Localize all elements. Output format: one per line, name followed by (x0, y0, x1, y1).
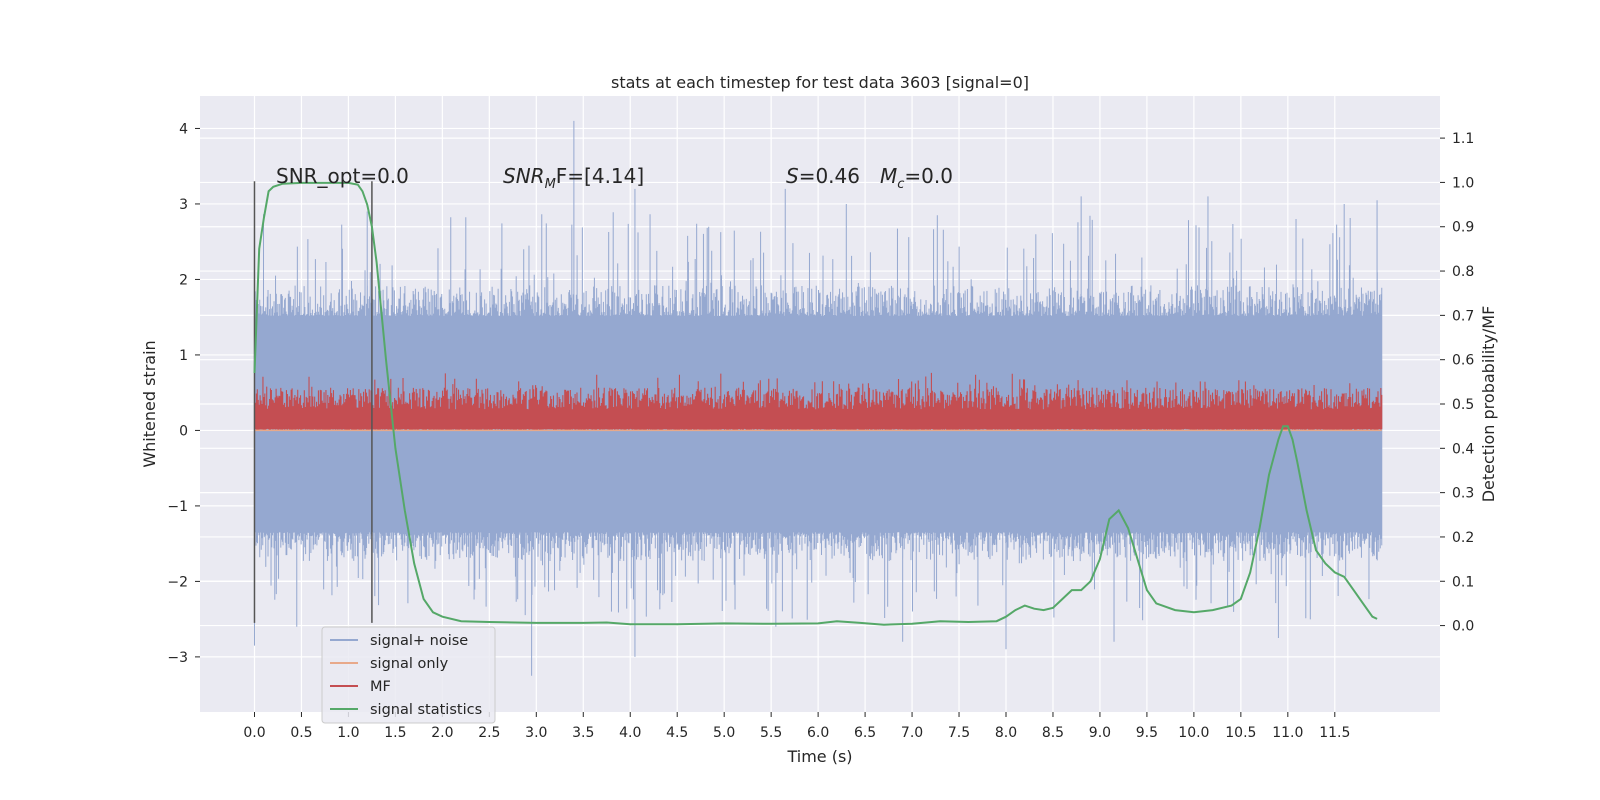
signal-statistics-line (253, 181, 1378, 626)
x-tick-label: 8.5 (1042, 725, 1064, 741)
x-tick-label: 1.5 (384, 725, 406, 741)
y-right-tick-label: 0.8 (1452, 264, 1474, 280)
legend-label-mf: MF (370, 679, 391, 695)
y-right-tick-label: 0.0 (1452, 619, 1474, 635)
y-tick-label: −3 (167, 650, 188, 666)
x-tick-label: 6.5 (854, 725, 876, 741)
annotation-mc: Mc=0.0 (880, 164, 953, 192)
y-right-tick-label: 0.9 (1452, 220, 1474, 236)
x-axis-label: Time (s) (786, 747, 852, 766)
y-right-tick-label: 0.3 (1452, 486, 1474, 502)
y-tick-label: −2 (167, 574, 188, 590)
x-tick-label: 7.0 (901, 725, 923, 741)
x-tick-label: 9.5 (1136, 725, 1158, 741)
y-tick-label: −1 (167, 499, 188, 515)
x-tick-label: 8.0 (995, 725, 1017, 741)
x-tick-label: 4.5 (666, 725, 688, 741)
y-tick-label: 1 (179, 348, 188, 364)
x-tick-label: 7.5 (948, 725, 970, 741)
x-tick-label: 9.0 (1089, 725, 1111, 741)
y-axis-right-label: Detection probability/MF (1479, 306, 1498, 503)
y-right-tick-label: 0.5 (1452, 397, 1474, 413)
x-tick-label: 11.5 (1319, 725, 1350, 741)
x-tick-label: 4.0 (619, 725, 641, 741)
legend-label-signal-statistics: signal statistics (370, 702, 482, 718)
legend-box (321, 626, 496, 724)
y-axis-left-ticks: −3 −2 −1 0 1 2 3 4 (167, 121, 200, 666)
x-tick-label: 5.0 (713, 725, 735, 741)
legend-label-signal-only: signal only (370, 656, 449, 672)
y-axis-label: Whitened strain (140, 340, 159, 467)
y-right-tick-label: 0.4 (1452, 441, 1474, 457)
series-signal-statistics (253, 181, 1378, 626)
x-tick-label: 10.0 (1178, 725, 1209, 741)
x-tick-label: 1.0 (337, 725, 359, 741)
x-tick-label: 0.5 (290, 725, 312, 741)
x-tick-label: 0.0 (243, 725, 265, 741)
y-right-tick-label: 0.2 (1452, 530, 1474, 546)
x-tick-label: 3.0 (525, 725, 547, 741)
annotation-snr-mf: SNRMF=[4.14] (503, 164, 644, 192)
x-tick-label: 11.0 (1272, 725, 1303, 741)
y-tick-label: 0 (179, 423, 188, 439)
legend-label-signal-noise: signal+ noise (370, 633, 468, 649)
annotation-s: S=0.46 (786, 164, 860, 188)
y-tick-label: 4 (179, 121, 188, 137)
x-tick-label: 5.5 (760, 725, 782, 741)
y-tick-label: 3 (179, 197, 188, 213)
x-tick-label: 2.5 (478, 725, 500, 741)
x-tick-label: 6.0 (807, 725, 829, 741)
x-tick-label: 10.5 (1225, 725, 1256, 741)
y-right-tick-label: 0.7 (1452, 308, 1474, 324)
chart-title: stats at each timestep for test data 360… (611, 73, 1029, 92)
y-axis-right-ticks: 0.0 0.1 0.2 0.3 0.4 0.5 0.6 0.7 0.8 0.9 1.0 1.1 (1440, 131, 1474, 635)
vertical-markers (253, 181, 373, 623)
y-right-tick-label: 1.1 (1452, 131, 1474, 147)
annotation-snr-opt: SNR_opt=0.0 (276, 164, 409, 188)
x-tick-label: 2.0 (431, 725, 453, 741)
x-tick-label: 3.5 (572, 725, 594, 741)
y-right-tick-label: 1.0 (1452, 175, 1474, 191)
y-right-tick-label: 0.1 (1452, 574, 1474, 590)
y-tick-label: 2 (179, 272, 188, 288)
y-right-tick-label: 0.6 (1452, 353, 1474, 369)
x-axis-ticks: 0.0 0.5 1.0 1.5 2.0 2.5 3.0 3.5 4.0 4.5 5.0 5.5 6.0 6… (243, 712, 1350, 741)
legend: signal+ noise signal only MF signal stat… (321, 626, 496, 724)
